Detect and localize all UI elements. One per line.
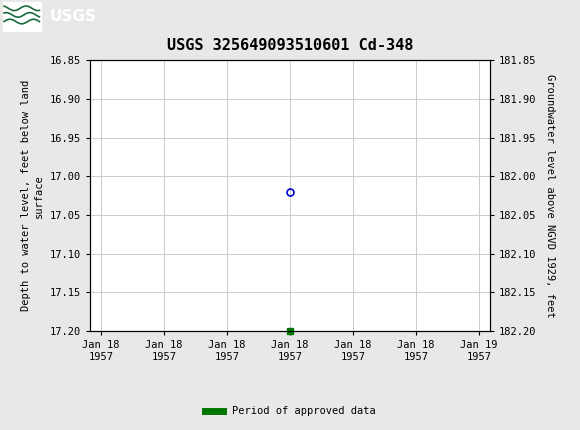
Y-axis label: Depth to water level, feet below land
surface: Depth to water level, feet below land su… bbox=[21, 80, 44, 311]
Text: USGS: USGS bbox=[49, 9, 96, 24]
Text: USGS 325649093510601 Cd-348: USGS 325649093510601 Cd-348 bbox=[167, 38, 413, 52]
Bar bbox=[3, 2, 41, 31]
Y-axis label: Groundwater level above NGVD 1929, feet: Groundwater level above NGVD 1929, feet bbox=[545, 74, 555, 317]
Legend: Period of approved data: Period of approved data bbox=[201, 402, 379, 421]
